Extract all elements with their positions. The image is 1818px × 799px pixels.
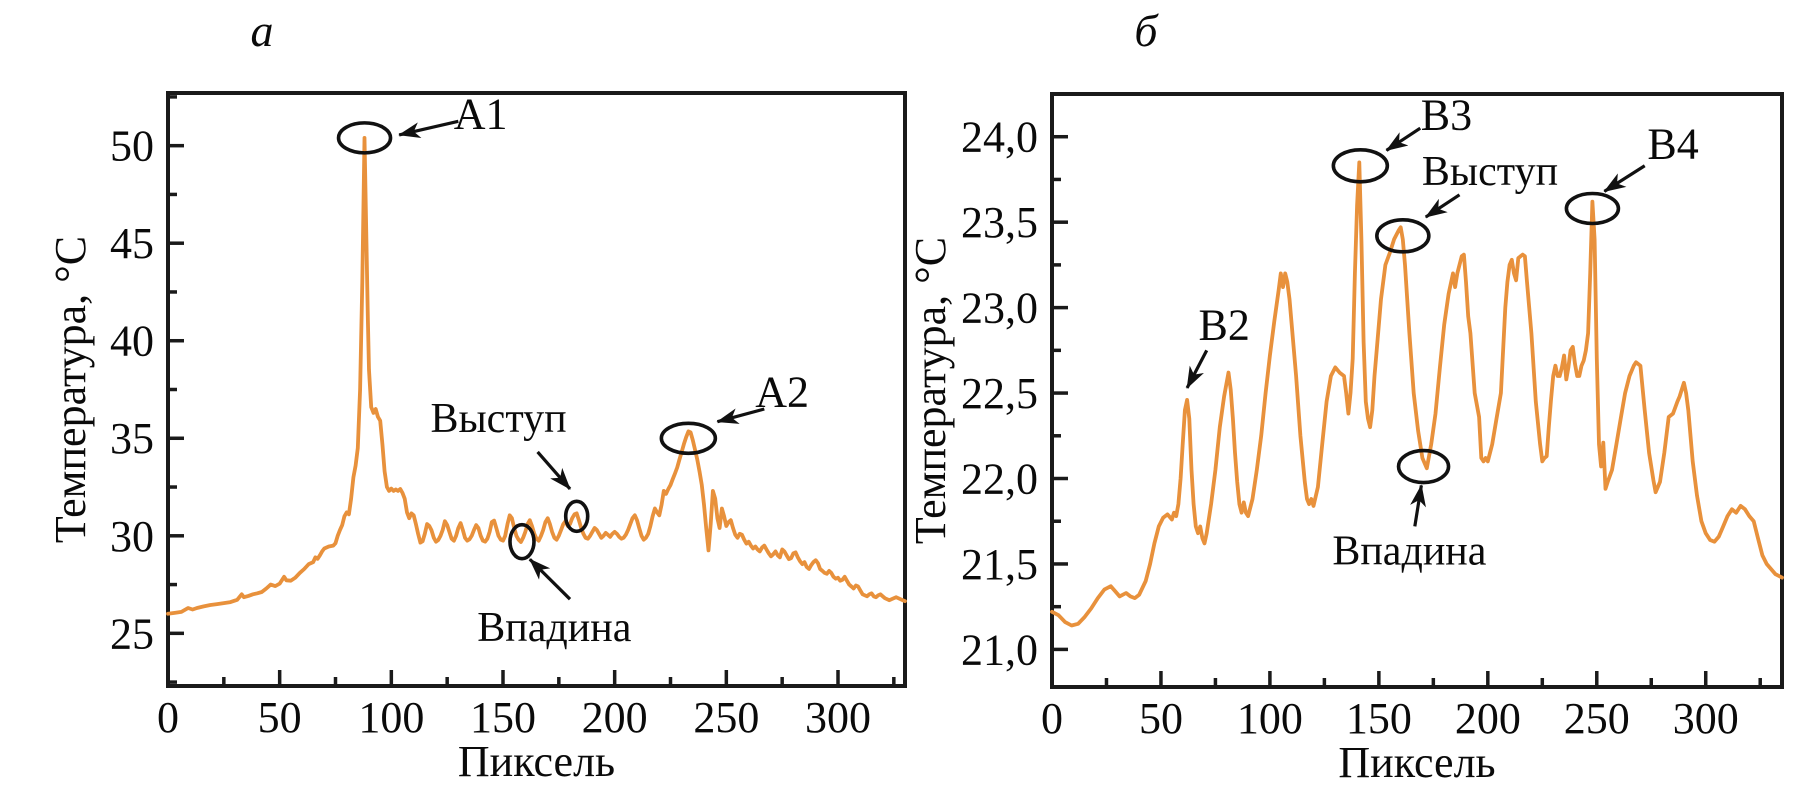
vystup-b-label: Выступ [1422, 149, 1558, 195]
x-tick-label: 150 [470, 693, 536, 742]
x-tick-label: 250 [693, 693, 759, 742]
y-tick-label: 35 [110, 414, 154, 463]
vystup-a-label: Выступ [430, 396, 566, 442]
panel-title: б [1134, 5, 1159, 56]
panel-title: а [251, 5, 274, 56]
b3-ellipse [1331, 147, 1390, 184]
x-tick-label: 0 [1041, 694, 1063, 743]
a2-ellipse [659, 421, 718, 456]
b3-label: B3 [1421, 90, 1472, 139]
y-tick-label: 22,5 [961, 369, 1038, 418]
y-tick-label: 23,0 [961, 284, 1038, 333]
vystup-a-ellipse [563, 499, 590, 534]
y-tick-label: 21,0 [961, 625, 1038, 674]
a1-label: A1 [454, 89, 508, 138]
y-tick-label: 30 [110, 512, 154, 561]
a2-arrow [716, 407, 765, 424]
x-tick-label: 100 [358, 693, 424, 742]
y-tick-label: 40 [110, 317, 154, 366]
temperature-profile-b [1050, 160, 1784, 628]
a1-arrow [398, 119, 459, 139]
x-tick-label: 50 [1139, 694, 1183, 743]
b2-label: B2 [1198, 301, 1249, 350]
y-tick-label: 50 [110, 122, 154, 171]
x-tick-label: 100 [1237, 694, 1303, 743]
temperature-profile-a [166, 135, 907, 616]
vpadina-b-label: Впадина [1332, 529, 1486, 575]
x-tick-label: 50 [258, 693, 302, 742]
a1-ellipse [336, 121, 393, 155]
plot-frame [1050, 92, 1784, 689]
vystup-a-arrow [536, 450, 572, 491]
x-tick-label: 200 [582, 693, 648, 742]
y-tick-label: 21,5 [961, 540, 1038, 589]
vystup-b-ellipse [1375, 218, 1431, 254]
vpadina-a-label: Впадина [477, 605, 631, 651]
b3-arrow [1385, 126, 1422, 152]
x-axis-label: Пиксель [458, 737, 615, 786]
b2-arrow [1185, 349, 1209, 389]
vpadina-a-ellipse [508, 522, 536, 561]
b4-ellipse [1564, 191, 1621, 226]
vystup-b-arrow [1424, 193, 1461, 219]
x-tick-label: 150 [1346, 694, 1412, 743]
panel-б: б 0 50 100 150 200 250 300 21,0 21,5 22,0 22,5 23,0 2… [906, 5, 1784, 787]
b4-label: B4 [1647, 120, 1698, 169]
y-axis-label: Температура, °C [46, 236, 95, 543]
y-tick-label: 45 [110, 219, 154, 268]
x-tick-label: 250 [1564, 694, 1630, 743]
x-tick-label: 0 [157, 693, 179, 742]
y-tick-label: 23,5 [961, 198, 1038, 247]
vpadina-b-ellipse [1396, 448, 1451, 485]
y-tick-label: 22,0 [961, 454, 1038, 503]
panel-а: а 0 50 100 150 200 250 300 25 30 35 40 45 50 Пиксель Те… [46, 5, 907, 786]
y-axis-label: Температура, °C [906, 237, 955, 544]
vpadina-b-arrow [1410, 484, 1426, 527]
x-axis-label: Пиксель [1338, 738, 1495, 787]
b4-arrow [1603, 164, 1646, 193]
x-tick-label: 200 [1455, 694, 1521, 743]
x-tick-label: 300 [1673, 694, 1739, 743]
a2-label: A2 [755, 367, 809, 416]
x-tick-label: 300 [805, 693, 871, 742]
y-tick-label: 24,0 [961, 113, 1038, 162]
y-tick-label: 25 [110, 609, 154, 658]
vpadina-a-arrow [528, 558, 572, 601]
